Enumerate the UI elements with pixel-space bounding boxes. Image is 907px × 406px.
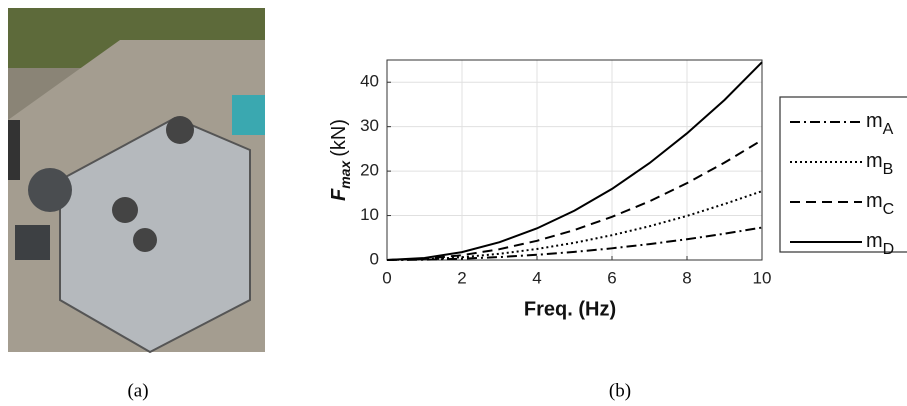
legend-name: m — [866, 190, 883, 212]
y-label-unit: (kN) — [328, 119, 350, 157]
legend-sub: D — [883, 241, 895, 258]
legend-name: m — [866, 110, 883, 132]
y-tick-label: 40 — [360, 72, 379, 91]
y-tick-label: 0 — [370, 249, 379, 268]
legend-sub: A — [883, 121, 894, 138]
y-label-sub: max — [337, 160, 353, 189]
y-tick-label: 30 — [360, 116, 379, 135]
y-axis-label: Fmax (kN) — [328, 119, 352, 201]
x-tick-label: 10 — [753, 268, 772, 287]
line-series — [386, 139, 763, 261]
plot-frame — [386, 59, 763, 261]
x-axis-label: Freq. (Hz) — [524, 298, 616, 320]
y-tick-label: 20 — [360, 161, 379, 180]
legend-label: mC — [866, 190, 894, 218]
legend-label: mA — [866, 110, 894, 138]
x-tick-label: 6 — [607, 268, 616, 287]
caption: (a) — [127, 380, 148, 401]
legend-label: mB — [866, 150, 893, 178]
legend-sub: B — [883, 161, 894, 178]
y-label-main: F — [328, 188, 350, 201]
plot-area — [387, 60, 762, 260]
x-tick-label: 4 — [532, 268, 541, 287]
photo — [8, 8, 265, 354]
legend-sub: C — [883, 201, 895, 218]
y-tick-label: 10 — [360, 205, 379, 224]
line-series — [386, 61, 763, 261]
x-tick-label: 0 — [382, 268, 391, 287]
caption: (b) — [609, 380, 631, 401]
legend-name: m — [866, 150, 883, 172]
x-tick-label: 8 — [682, 268, 691, 287]
line-series — [386, 226, 763, 261]
legend-box — [779, 96, 907, 253]
legend-label: mD — [866, 230, 894, 258]
legend-name: m — [866, 230, 883, 252]
x-tick-label: 2 — [457, 268, 466, 287]
